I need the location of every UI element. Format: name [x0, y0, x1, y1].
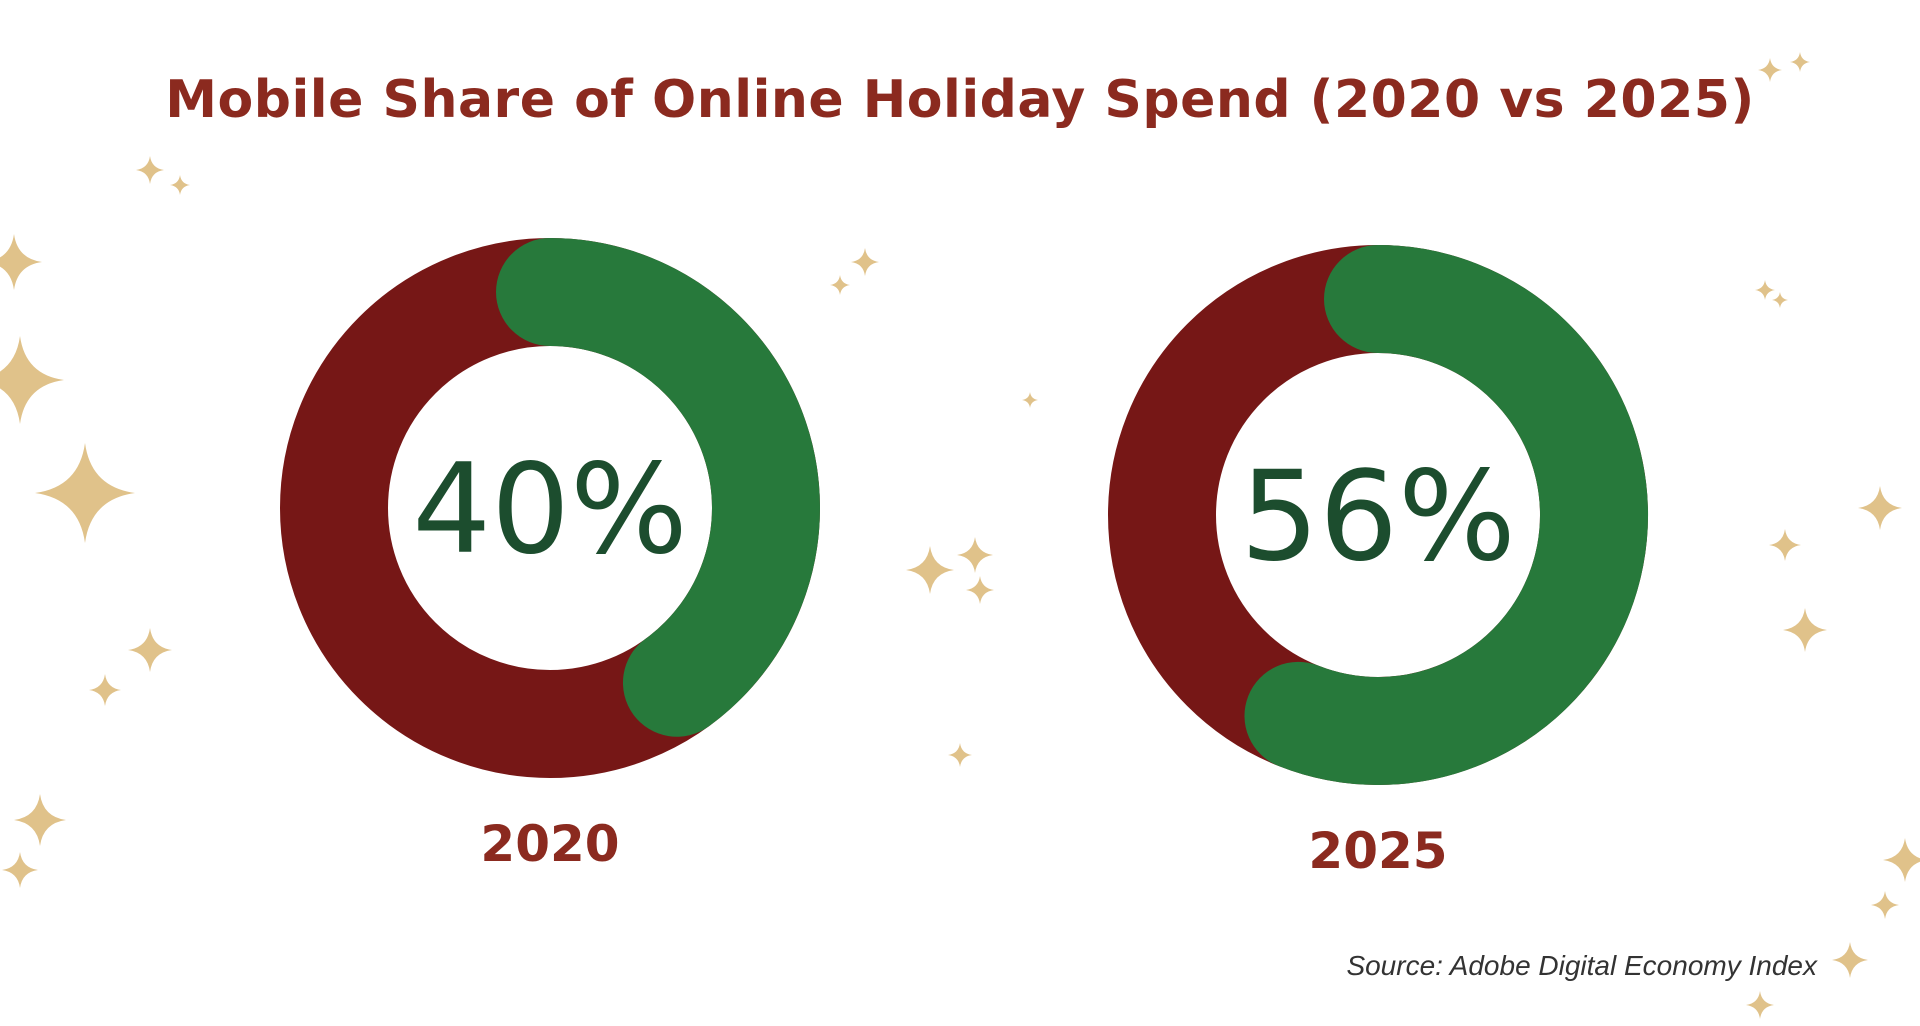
sparkle-icon	[89, 674, 121, 706]
sparkle-icon	[1755, 280, 1775, 300]
sparkle-icon	[966, 576, 994, 604]
sparkle-icon	[851, 248, 879, 276]
sparkle-icon	[128, 628, 172, 672]
sparkle-icon	[948, 743, 972, 767]
donut-2025: 56%	[1108, 245, 1648, 785]
donut-mobile-arc	[1244, 245, 1648, 785]
source-note: Source: Adobe Digital Economy Index	[1346, 950, 1817, 981]
sparkle-icon	[1769, 529, 1801, 561]
year-label-2020: 2020	[480, 815, 620, 873]
donut-2020: 40%	[280, 238, 820, 778]
sparkle-icon	[830, 275, 850, 295]
donut-value-label: 40%	[412, 438, 688, 582]
sparkle-icon	[906, 546, 954, 594]
donut-value-label: 56%	[1240, 445, 1516, 589]
sparkle-icon	[2, 852, 38, 888]
sparkle-icon	[1790, 52, 1810, 72]
donut-mobile-arc	[496, 238, 820, 737]
sparkle-icon	[0, 234, 42, 290]
sparkle-icon	[1883, 838, 1920, 882]
sparkle-icon	[136, 156, 164, 184]
sparkle-icon	[170, 175, 190, 195]
chart-title: Mobile Share of Online Holiday Spend (20…	[165, 70, 1755, 130]
sparkle-icon	[1746, 991, 1774, 1019]
sparkle-icon	[35, 443, 135, 543]
sparkle-icon	[14, 794, 66, 846]
sparkle-icon	[1871, 891, 1899, 919]
sparkle-icon	[957, 537, 993, 573]
sparkle-icon	[1858, 486, 1902, 530]
sparkle-icon	[1832, 942, 1868, 978]
sparkle-decorations	[0, 52, 1920, 1019]
sparkle-icon	[1772, 292, 1788, 308]
sparkle-icon	[0, 336, 64, 424]
sparkle-icon	[1758, 58, 1782, 82]
sparkle-icon	[1783, 608, 1827, 652]
year-label-2025: 2025	[1308, 822, 1448, 880]
sparkle-icon	[1022, 392, 1038, 408]
